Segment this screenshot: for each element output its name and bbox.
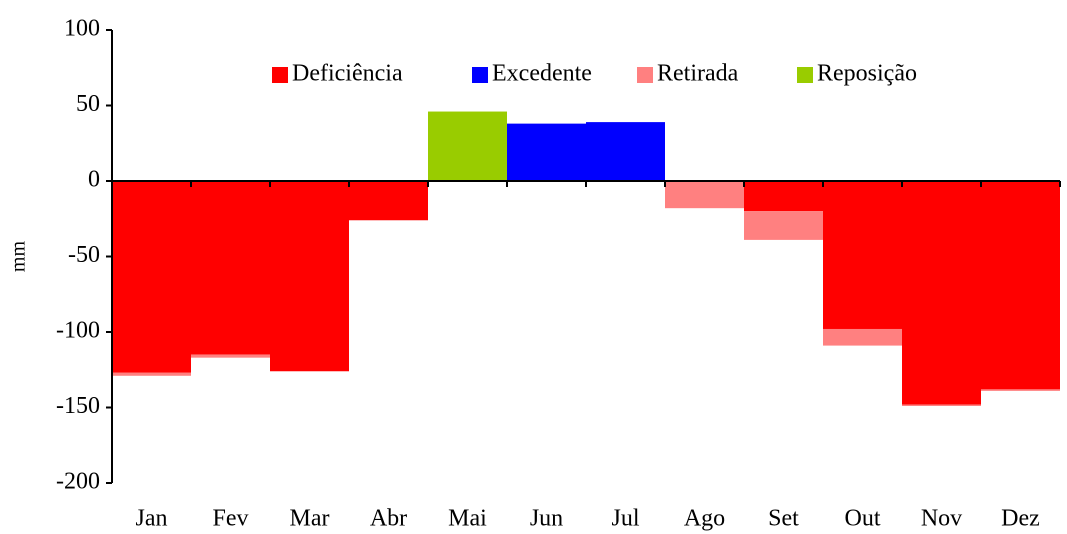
x-tick-label: Mar (290, 506, 330, 532)
x-tick-label: Jul (611, 506, 639, 532)
x-tick-label: Jun (530, 506, 563, 532)
bar-segment (507, 123, 586, 181)
legend-label: Deficiência (292, 61, 403, 87)
x-tick-label: Set (768, 506, 799, 532)
bar-segment (270, 181, 349, 372)
y-tick-label: -100 (56, 318, 100, 344)
legend-swatch (472, 67, 488, 83)
y-tick-label: -200 (56, 469, 100, 495)
legend-label: Excedente (492, 61, 592, 87)
x-tick-label: Abr (370, 506, 407, 532)
legend-label: Reposição (817, 61, 917, 87)
legend-swatch (637, 67, 653, 83)
y-tick-label: 0 (88, 167, 100, 193)
bar-segment (349, 181, 428, 221)
x-tick-label: Nov (921, 506, 962, 532)
bar-segment (744, 181, 823, 212)
y-axis-label: mm (8, 241, 30, 273)
x-tick-label: Mai (448, 506, 487, 532)
x-tick-label: Fev (213, 506, 249, 532)
bar-segment (823, 181, 902, 329)
bar-segment (981, 181, 1060, 390)
legend-swatch (272, 67, 288, 83)
bar-segment (191, 354, 270, 358)
y-tick-label: -150 (56, 393, 100, 419)
y-tick-label: 100 (64, 16, 100, 42)
bar-segment (665, 181, 744, 209)
x-tick-label: Dez (1001, 506, 1040, 532)
legend-label: Retirada (657, 61, 739, 87)
bar-segment (428, 111, 507, 181)
x-tick-label: Jan (136, 506, 168, 532)
bar-segment (981, 389, 1060, 391)
bar-segment (823, 328, 902, 346)
bar-segment (744, 211, 823, 240)
bar-segment (112, 372, 191, 376)
bar-segment (902, 404, 981, 406)
legend-swatch (797, 67, 813, 83)
bar-segment (191, 181, 270, 355)
y-tick-label: -50 (68, 242, 100, 268)
bar-segment (112, 181, 191, 373)
y-tick-label: 50 (76, 91, 100, 117)
bar-segment (586, 122, 665, 181)
x-tick-label: Out (845, 506, 881, 532)
x-tick-label: Ago (684, 506, 725, 532)
bar-segment (902, 181, 981, 405)
